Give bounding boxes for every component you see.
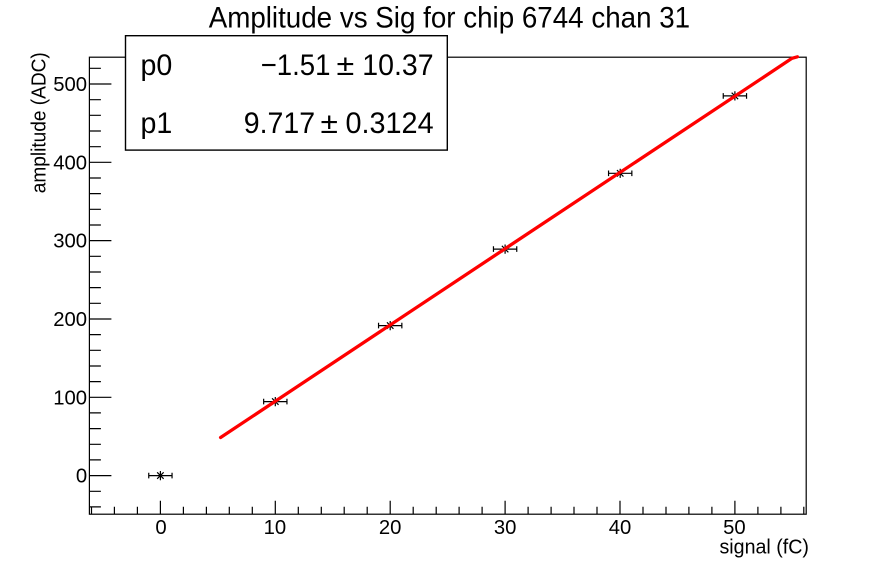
svg-text:400: 400 <box>53 152 87 174</box>
svg-text:30: 30 <box>494 517 517 539</box>
svg-text:10.37: 10.37 <box>362 49 433 82</box>
svg-text:0: 0 <box>76 466 87 488</box>
svg-text:0.3124: 0.3124 <box>346 107 434 140</box>
svg-text:±: ± <box>321 107 338 140</box>
svg-text:100: 100 <box>53 387 87 409</box>
svg-text:−1.51: −1.51 <box>261 49 331 82</box>
svg-text:signal (fC): signal (fC) <box>720 537 809 559</box>
svg-text:40: 40 <box>609 517 632 539</box>
svg-text:p0: p0 <box>141 49 173 82</box>
svg-text:amplitude (ADC): amplitude (ADC) <box>28 52 50 193</box>
svg-text:9.717: 9.717 <box>244 107 315 140</box>
svg-text:500: 500 <box>53 74 87 96</box>
svg-text:20: 20 <box>379 517 402 539</box>
svg-text:p1: p1 <box>141 107 173 140</box>
svg-text:±: ± <box>337 49 355 82</box>
svg-text:50: 50 <box>723 517 746 539</box>
svg-text:10: 10 <box>264 517 287 539</box>
svg-text:Amplitude vs Sig for chip 6744: Amplitude vs Sig for chip 6744 chan 31 <box>209 1 690 34</box>
svg-text:300: 300 <box>53 231 87 253</box>
svg-text:200: 200 <box>53 309 87 331</box>
svg-text:0: 0 <box>155 517 166 539</box>
